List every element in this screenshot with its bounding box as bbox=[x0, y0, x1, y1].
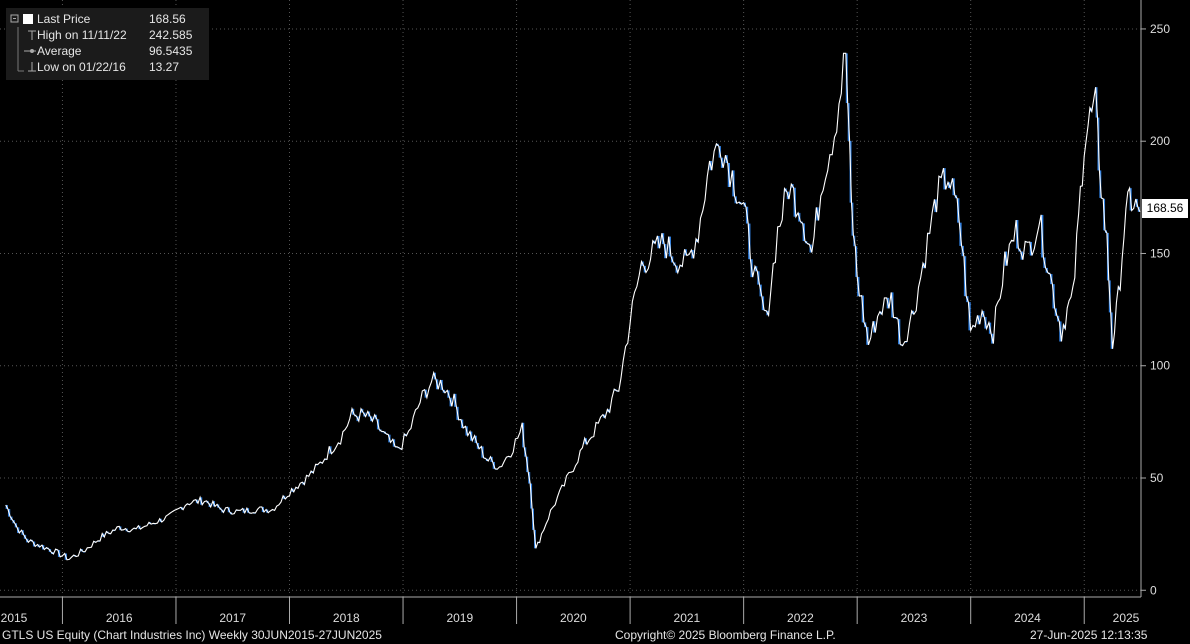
average-marker-icon bbox=[10, 43, 40, 59]
x-tick-label: 2020 bbox=[560, 611, 587, 625]
y-tick-label: 250 bbox=[1150, 22, 1170, 36]
year-dividers bbox=[61, 597, 1085, 624]
price-line bbox=[5, 52, 1141, 561]
y-tick-label: 50 bbox=[1150, 471, 1164, 485]
y-tick-label: 150 bbox=[1150, 246, 1170, 260]
y-tick-label: 100 bbox=[1150, 359, 1170, 373]
last-price-swatch bbox=[23, 14, 33, 24]
price-series bbox=[5, 52, 1141, 561]
legend-label: Last Price bbox=[37, 12, 91, 26]
x-tick-label: 2021 bbox=[674, 611, 701, 625]
legend: Last Price 168.56 High on 11/11/22 242.5… bbox=[6, 8, 209, 80]
x-tick-label: 2024 bbox=[1014, 611, 1041, 625]
legend-value: 13.27 bbox=[149, 60, 180, 74]
x-tick-label: 2025 bbox=[1113, 611, 1140, 625]
legend-value: 242.585 bbox=[149, 28, 193, 42]
x-tick-label: 2023 bbox=[901, 611, 928, 625]
chart-grid bbox=[0, 0, 1141, 597]
legend-value: 96.5435 bbox=[149, 44, 193, 58]
x-tick-label: 2015 bbox=[1, 611, 28, 625]
last-price-tag: 168.56 bbox=[1142, 199, 1188, 218]
footer-timestamp: 27-Jun-2025 12:13:35 bbox=[1030, 628, 1148, 642]
y-axis: 0 50 100 150 200 250 bbox=[1140, 0, 1170, 597]
x-tick-label: 2018 bbox=[333, 611, 360, 625]
high-marker-icon bbox=[10, 27, 36, 43]
y-tick-label: 200 bbox=[1150, 134, 1170, 148]
x-tick-label: 2017 bbox=[219, 611, 246, 625]
down-shading bbox=[5, 53, 1140, 560]
footer-copyright: Copyright© 2025 Bloomberg Finance L.P. bbox=[615, 628, 836, 642]
footer-security-info: GTLS US Equity (Chart Industries Inc) We… bbox=[2, 628, 382, 642]
y-tick-label: 0 bbox=[1150, 583, 1157, 597]
x-axis: 2015 2016 2017 2018 2019 2020 2021 2022 2023 2024… bbox=[0, 596, 1141, 625]
x-tick-label: 2016 bbox=[106, 611, 133, 625]
low-marker-icon bbox=[10, 59, 36, 75]
x-tick-label: 2019 bbox=[446, 611, 473, 625]
legend-value: 168.56 bbox=[149, 12, 186, 26]
legend-label: Average bbox=[37, 44, 82, 58]
legend-label: High on 11/11/22 bbox=[37, 28, 127, 42]
x-tick-label: 2022 bbox=[787, 611, 814, 625]
legend-label: Low on 01/22/16 bbox=[37, 60, 126, 74]
collapse-icon[interactable] bbox=[10, 11, 22, 27]
